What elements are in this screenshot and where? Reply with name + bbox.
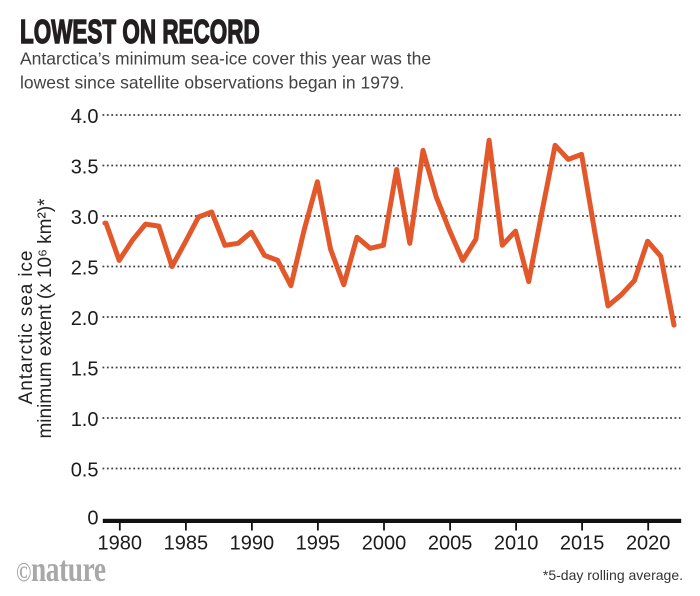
svg-text:lowest since satellite observa: lowest since satellite observations bega… xyxy=(20,73,404,93)
svg-text:4.0: 4.0 xyxy=(71,106,99,128)
svg-text:LOWEST ON RECORD: LOWEST ON RECORD xyxy=(20,13,260,51)
svg-text:3.0: 3.0 xyxy=(71,207,99,229)
svg-text:Antarctic sea ice: Antarctic sea ice xyxy=(16,250,37,405)
svg-text:minimum extent (x 10⁶ km²)*: minimum extent (x 10⁶ km²)* xyxy=(35,198,56,439)
svg-text:0: 0 xyxy=(87,508,98,530)
svg-text:2010: 2010 xyxy=(494,533,539,555)
svg-text:3.5: 3.5 xyxy=(71,157,99,179)
svg-text:©nature: ©nature xyxy=(16,549,106,588)
svg-text:1990: 1990 xyxy=(230,533,275,555)
svg-text:2015: 2015 xyxy=(560,533,605,555)
svg-text:1995: 1995 xyxy=(296,533,341,555)
svg-text:2020: 2020 xyxy=(626,533,671,555)
svg-text:2000: 2000 xyxy=(362,533,407,555)
svg-text:1980: 1980 xyxy=(98,533,143,555)
svg-text:1.5: 1.5 xyxy=(71,359,99,381)
svg-text:1985: 1985 xyxy=(164,533,209,555)
svg-text:0.5: 0.5 xyxy=(71,460,99,482)
svg-text:1.0: 1.0 xyxy=(71,409,99,431)
svg-text:2005: 2005 xyxy=(428,533,473,555)
svg-text:2.0: 2.0 xyxy=(71,308,99,330)
svg-text:2.5: 2.5 xyxy=(71,258,99,280)
svg-text:Antarctica’s minimum sea-ice c: Antarctica’s minimum sea-ice cover this … xyxy=(20,49,431,69)
svg-text:*5-day rolling average.: *5-day rolling average. xyxy=(543,567,683,583)
